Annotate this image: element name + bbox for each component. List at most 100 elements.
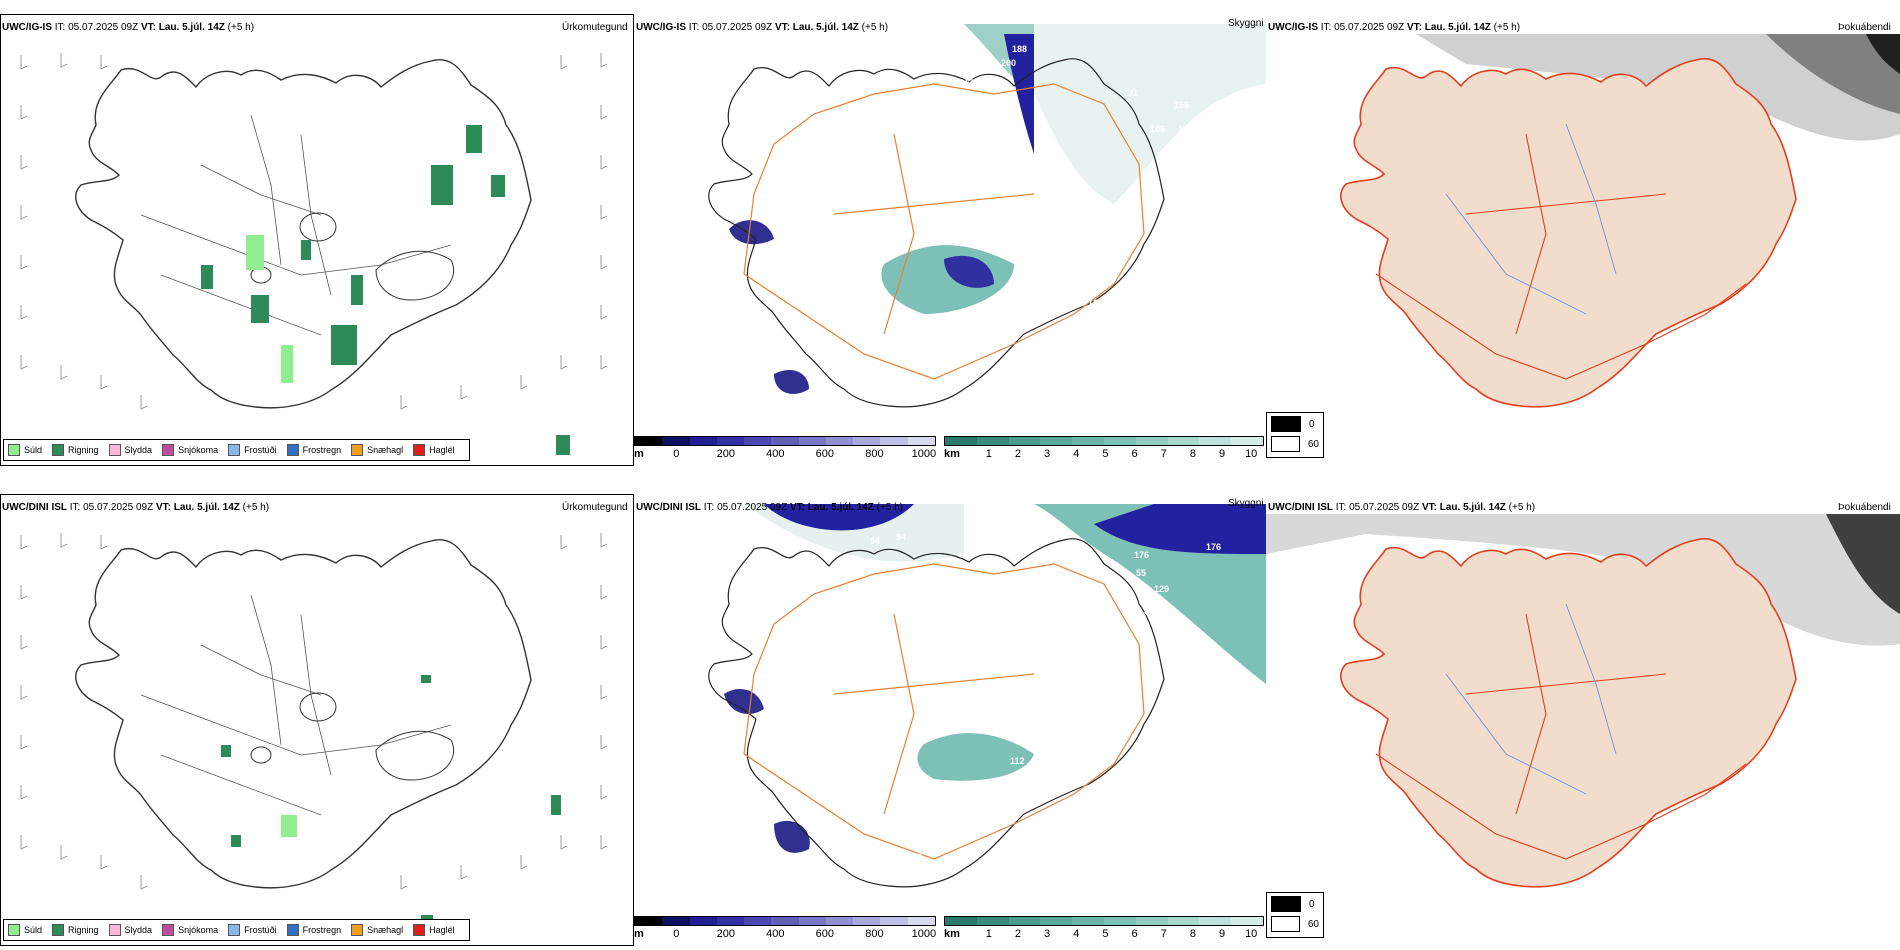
colorbar-segment	[945, 917, 977, 925]
colorbar-tick: 600	[815, 448, 835, 460]
colorbar-tick: 200	[716, 448, 735, 460]
colorbar-segment	[689, 437, 717, 445]
legend-swatch	[286, 444, 299, 456]
colorbar-segment	[1040, 437, 1073, 445]
colorbar-tick: 9	[1218, 928, 1226, 940]
fog-legend-swatch	[1271, 896, 1301, 912]
fog-legend-bottom: 0 60	[1266, 892, 1324, 938]
legend-label: Frostúði	[244, 925, 277, 935]
fog-title-top: Þokuábendi	[1838, 22, 1891, 33]
legend-swatch	[413, 924, 426, 936]
colorbar-segment	[1231, 917, 1263, 925]
ceiling-bar	[634, 916, 936, 926]
legend-swatch	[162, 444, 175, 456]
legend-swatch	[228, 444, 241, 456]
colorbar-segment	[1135, 917, 1168, 925]
colorbar-segment	[1008, 437, 1041, 445]
colorbar-tick: 8	[1189, 448, 1196, 460]
colorbar-unit: m	[634, 448, 644, 460]
colorbar-tick: 7	[1160, 928, 1167, 940]
legend-swatch	[351, 444, 364, 456]
precip-legend-item: Rigning	[52, 924, 99, 936]
colorbar-segment	[825, 437, 854, 445]
cloud-base-value: 129	[1154, 584, 1170, 594]
cloud-title-bottom: Skyggni	[1228, 498, 1264, 509]
colorbar-segment	[744, 437, 772, 445]
precip-legend-item: Slydda	[108, 924, 152, 936]
panel-title-cloud-top: UWC/IG-IS IT: 05.07.2025 09Z VT: Lau. 5.…	[636, 22, 889, 33]
ceiling-colorbar-bottom: m 0 200 400 600 800 1000	[634, 916, 936, 948]
colorbar-segment	[976, 917, 1009, 925]
colorbar-segment	[798, 917, 826, 925]
cloud-base-value: 16	[1088, 298, 1099, 308]
colorbar-segment	[1231, 437, 1263, 445]
cloud-base-value: 20	[928, 388, 939, 398]
colorbar-tick: 400	[766, 448, 785, 460]
precip-legend-item: Frostúði	[228, 444, 277, 456]
colorbar-tick: 10	[1245, 928, 1258, 940]
visibility-colorbar-bottom: km 1 2 3 4 5 6 7 8 9 10	[944, 916, 1264, 948]
panel-title-fog-top: UWC/IG-IS IT: 05.07.2025 09Z VT: Lau. 5.…	[1268, 22, 1521, 33]
precip-legend-item: Haglél	[413, 444, 455, 456]
cloud-base-value: 94	[870, 536, 881, 546]
colorbar-tick: 3	[1044, 448, 1051, 460]
colorbar-segment	[1135, 437, 1168, 445]
colorbar-segment	[1199, 917, 1232, 925]
legend-label: Rigning	[68, 445, 99, 455]
colorbar-tick: 4	[1073, 928, 1080, 940]
legend-swatch	[108, 924, 121, 936]
legend-label: Súld	[24, 925, 43, 935]
colorbar-tick: 5	[1102, 448, 1109, 460]
colorbar-segment	[880, 437, 908, 445]
colorbar-tick: 9	[1218, 448, 1226, 460]
iceland-map-fog-top	[1266, 34, 1900, 466]
fog-legend-label: 60	[1307, 438, 1319, 450]
colorbar-unit: km	[944, 448, 960, 460]
precip-type-panel-top: Súld Rigning Slydda Snjókoma Frostúði Frostre…	[0, 14, 634, 466]
cloud-base-value: 176	[1134, 550, 1150, 560]
colorbar-segment	[662, 437, 690, 445]
fog-legend-row: 60	[1271, 915, 1319, 933]
colorbar-segment	[1072, 917, 1104, 925]
legend-swatch	[8, 444, 20, 456]
colorbar-segment	[1008, 917, 1041, 925]
fog-panel-top	[1266, 14, 1900, 466]
fog-legend-label: 0	[1309, 898, 1315, 910]
colorbar-tick: 1	[985, 928, 992, 940]
precip-legend-item: Snjókoma	[162, 924, 218, 936]
colorbar-segment	[771, 437, 799, 445]
precip-legend-item: Frostúði	[228, 924, 277, 936]
legend-label: Frostregn	[302, 445, 342, 455]
legend-swatch	[52, 444, 65, 456]
colorbar-segment	[853, 437, 881, 445]
colorbar-segment	[1103, 917, 1136, 925]
cloud-visibility-panel-bottom: 94 94 98 176 176 55 129 31 52 112 66 40 55 46	[634, 494, 1266, 946]
colorbar-segment	[880, 917, 908, 925]
colorbar-tick: 400	[766, 928, 785, 940]
colorbar-tick: 7	[1160, 448, 1167, 460]
precip-legend-item: Frostregn	[286, 444, 342, 456]
visibility-colorbar-top: km 1 2 3 4 5 6 7 8 9 10	[944, 436, 1264, 468]
panel-title-precip-top: UWC/IG-IS IT: 05.07.2025 09Z VT: Lau. 5.…	[2, 22, 255, 33]
cloud-base-value: 94	[896, 532, 907, 542]
colorbar-tick: 800	[865, 448, 884, 460]
colorbar-segment	[1040, 917, 1073, 925]
cloud-base-value: 157	[960, 78, 976, 88]
legend-swatch	[8, 924, 20, 936]
legend-swatch	[228, 924, 241, 936]
colorbar-unit: km	[944, 928, 960, 940]
legend-label: Súld	[24, 445, 43, 455]
ceiling-bar	[634, 436, 936, 446]
iceland-map-precip-bottom	[20, 532, 608, 927]
cloud-base-value: 41	[904, 390, 915, 400]
cloud-base-value: 31	[1144, 606, 1155, 616]
precip-legend-item: Súld	[8, 924, 42, 936]
colorbar-segment	[798, 437, 826, 445]
precip-legend-item: Snæhagl	[351, 444, 403, 456]
iceland-map-cloud-top	[634, 24, 1266, 454]
precip-type-panel-bottom: Súld Rigning Slydda Snjókoma Frostúði Frostre…	[0, 494, 634, 946]
cloud-base-value: 188	[1012, 44, 1028, 54]
colorbar-segment	[853, 917, 881, 925]
colorbar-tick: 4	[1073, 448, 1080, 460]
cloud-base-value: 46	[912, 852, 923, 862]
